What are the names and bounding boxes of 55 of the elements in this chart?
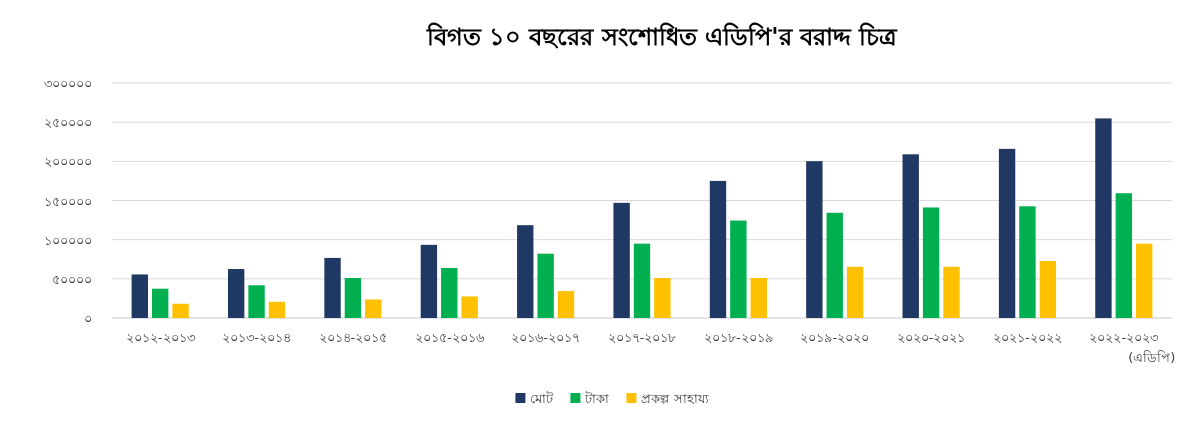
bar: [1095, 118, 1112, 318]
bar: [131, 274, 148, 318]
x-tick-label: ২০২০-২০২১: [896, 330, 966, 345]
legend-label: মোট: [530, 391, 555, 406]
bar: [268, 301, 286, 318]
bar: [998, 148, 1016, 318]
y-tick-label: ১৫০০০০: [44, 193, 92, 209]
x-tick-label: ২০২২-২০২৩ (এডিপি): [1089, 330, 1176, 365]
bar: [537, 253, 554, 318]
bar: [461, 296, 478, 318]
bar: [826, 212, 843, 318]
y-tick-label: ২০০০০০: [44, 154, 92, 170]
bar: [324, 257, 341, 318]
bar: [151, 288, 169, 318]
bar: [1115, 193, 1133, 318]
bar: [557, 291, 575, 318]
bar: [750, 277, 767, 318]
x-tick-label: ২০১৫-২০১৬: [414, 330, 485, 345]
bar: [709, 180, 727, 318]
bar: [922, 207, 940, 318]
x-tick-label: ২০২১-২০২২: [993, 330, 1062, 345]
bar: [1039, 260, 1057, 318]
chart-title: বিগত ১০ বছরের সংশোধিত এডিপি'র বরাদ্দ চিত্র: [425, 22, 899, 51]
bar: [172, 303, 189, 318]
bar: [248, 285, 265, 318]
bar: [420, 244, 438, 318]
bar: [613, 202, 630, 318]
legend-label: টাকা: [584, 391, 610, 406]
legend-label: প্রকল্প সাহায্য: [641, 391, 709, 406]
bar: [633, 243, 651, 318]
y-tick-label: ১০০০০০: [44, 232, 92, 248]
bar: [344, 277, 362, 318]
bar: [441, 267, 458, 318]
y-tick-label: ০: [84, 311, 92, 326]
bar: [902, 154, 919, 318]
bar: [365, 299, 382, 318]
x-tick-label: ২০১৭-২০১৮: [607, 330, 678, 345]
bar: [654, 277, 671, 318]
bar: [1019, 206, 1036, 318]
x-tick-label: ২০১৬-২০১৭: [511, 330, 580, 345]
x-tick-label: ২০১৯-২০২০: [800, 330, 870, 345]
bar: [846, 266, 864, 318]
bar: [730, 220, 747, 318]
y-tick-label: ২৫০০০০: [44, 115, 92, 131]
y-tick-label: ৩০০০০০: [44, 76, 92, 91]
bar: [943, 266, 960, 318]
y-tick-label: ৫০০০০: [52, 271, 92, 287]
x-tick-label: ২০১৩-২০১৪: [222, 330, 291, 345]
bar: [227, 269, 245, 318]
bar: [1136, 243, 1153, 318]
x-tick-label: ২০১৮-২০১৯: [704, 330, 773, 345]
bar: [517, 225, 534, 318]
x-tick-label: ২০১২-২০১৩: [125, 330, 195, 345]
x-tick-label: ২০১৪-২০১৫: [318, 330, 388, 345]
bar: [806, 161, 823, 318]
